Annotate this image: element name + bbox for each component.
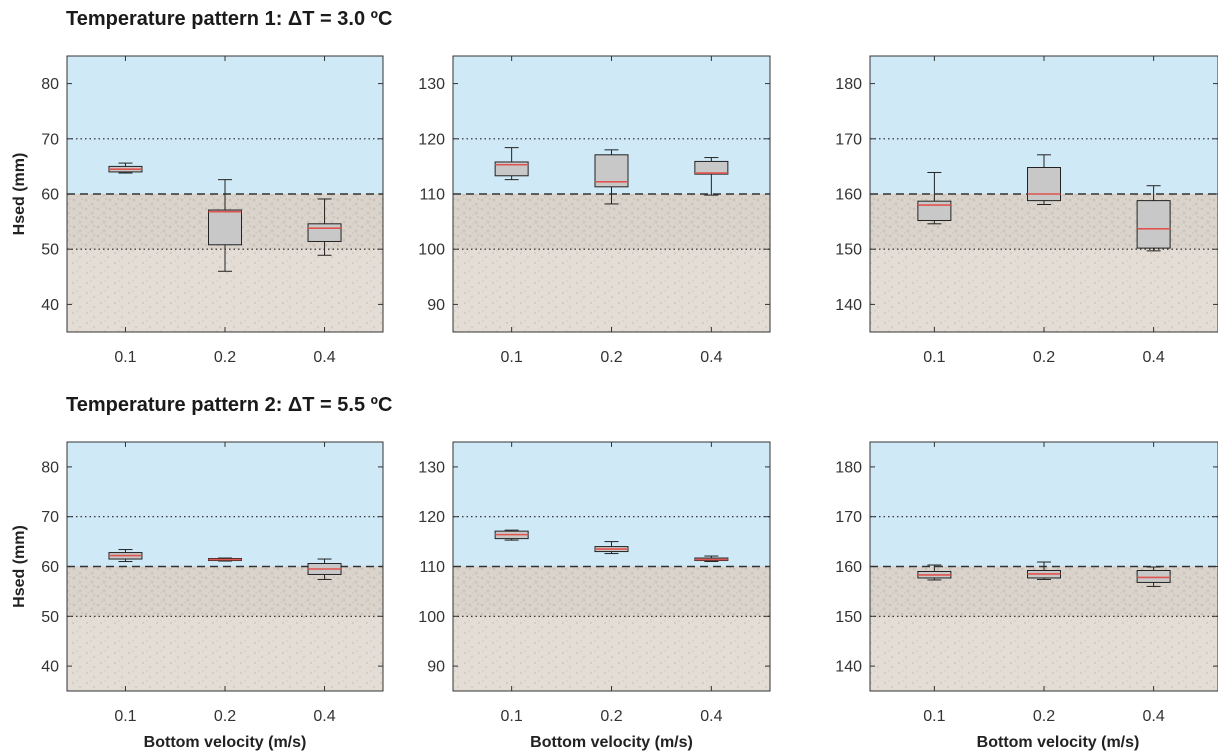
- x-axis-label: Bottom velocity (m/s): [144, 734, 307, 751]
- box-0.1: [917, 564, 952, 581]
- x-tick-label: 0.2: [1033, 708, 1055, 725]
- y-tick-label: 60: [41, 559, 59, 576]
- box-0.1: [917, 171, 952, 225]
- x-tick-label: 0.4: [1142, 708, 1164, 725]
- x-axis-label: Bottom velocity (m/s): [530, 734, 693, 751]
- water-zone: [870, 442, 1218, 567]
- y-tick-label: 110: [419, 559, 445, 576]
- box-0.1: [494, 147, 529, 181]
- x-tick-label: 0.4: [313, 349, 335, 366]
- y-tick-label: 130: [418, 76, 445, 93]
- y-tick-label: 150: [835, 242, 862, 259]
- box-0.4: [307, 558, 342, 580]
- y-tick-label: 150: [835, 609, 862, 626]
- panel-r1-c2: 90 100 110 120 130 0.1 0.2 0.4: [418, 55, 771, 366]
- y-tick-label: 170: [835, 131, 862, 148]
- box-iqr: [1136, 569, 1171, 583]
- x-tick-label: 0.4: [700, 349, 722, 366]
- y-tick-label: 140: [835, 297, 862, 314]
- box-0.4: [694, 157, 729, 196]
- y-tick-label: 40: [41, 297, 59, 314]
- box-iqr: [307, 223, 342, 242]
- row-title-pattern-2: Temperature pattern 2: ΔT = 5.5 ºC: [66, 394, 393, 416]
- box-0.2: [1027, 154, 1061, 205]
- y-tick-label: 160: [835, 559, 862, 576]
- y-tick-label: 90: [427, 297, 445, 314]
- transition-zone: [453, 566, 770, 617]
- box-0.2: [208, 557, 242, 562]
- box-iqr: [694, 160, 729, 175]
- x-tick-label: 0.2: [214, 349, 236, 366]
- y-tick-label: 120: [418, 131, 445, 148]
- y-tick-label: 180: [835, 76, 862, 93]
- panel-r2-c1: 40 50 60 70 80 0.1 0.2 0.4 Hsed (mm) Bottom veloc…: [11, 441, 384, 751]
- x-axis-label: Bottom velocity (m/s): [977, 734, 1140, 751]
- y-tick-label: 100: [418, 609, 445, 626]
- y-tick-label: 110: [419, 187, 445, 204]
- x-tick-label: 0.2: [214, 708, 236, 725]
- water-zone: [67, 56, 383, 194]
- y-tick-label: 90: [427, 659, 445, 676]
- box-iqr: [917, 200, 952, 221]
- y-tick-label: 160: [835, 187, 862, 204]
- box-0.4: [1136, 185, 1171, 252]
- x-tick-label: 0.1: [923, 708, 945, 725]
- x-tick-label: 0.1: [114, 708, 136, 725]
- panel-r2-c2: 90 100 110 120 130 0.1 0.2 0.4 Bottom velocity (…: [418, 441, 771, 751]
- y-tick-label: 100: [418, 242, 445, 259]
- x-tick-label: 0.4: [1142, 349, 1164, 366]
- x-tick-label: 0.4: [700, 708, 722, 725]
- box-0.4: [694, 555, 729, 563]
- y-tick-label: 40: [41, 659, 59, 676]
- y-tick-label: 140: [835, 659, 862, 676]
- box-iqr: [208, 209, 242, 246]
- box-0.1: [108, 162, 143, 174]
- y-tick-label: 180: [835, 459, 862, 476]
- y-tick-label: 50: [41, 242, 59, 259]
- panel-background: [67, 442, 383, 691]
- box-0.4: [1136, 566, 1171, 587]
- box-0.2: [1027, 561, 1061, 580]
- water-zone: [67, 442, 383, 567]
- x-tick-label: 0.2: [600, 349, 622, 366]
- box-iqr: [1136, 200, 1171, 249]
- y-tick-label: 70: [41, 509, 59, 526]
- box-0.1: [494, 529, 529, 541]
- box-0.2: [594, 149, 629, 205]
- y-axis-label: Hsed (mm): [11, 525, 28, 608]
- row-title-pattern-1: Temperature pattern 1: ΔT = 3.0 ºC: [66, 8, 393, 30]
- y-tick-label: 50: [41, 609, 59, 626]
- y-tick-label: 70: [41, 131, 59, 148]
- box-iqr: [1027, 167, 1061, 202]
- panel-r1-c1: 40 50 60 70 80 0.1 0.2 0.4 Hsed (mm): [11, 55, 384, 366]
- x-tick-label: 0.1: [114, 349, 136, 366]
- x-tick-label: 0.2: [1033, 349, 1055, 366]
- x-tick-label: 0.1: [501, 708, 523, 725]
- x-tick-label: 0.4: [313, 708, 335, 725]
- x-tick-label: 0.1: [923, 349, 945, 366]
- y-tick-label: 170: [835, 509, 862, 526]
- y-tick-label: 80: [41, 76, 59, 93]
- box-0.1: [108, 549, 143, 563]
- box-0.2: [594, 541, 629, 555]
- x-tick-label: 0.2: [600, 708, 622, 725]
- y-tick-label: 80: [41, 459, 59, 476]
- y-axis-label: Hsed (mm): [11, 153, 28, 236]
- x-tick-label: 0.1: [501, 349, 523, 366]
- box-0.4: [307, 198, 342, 256]
- y-tick-label: 130: [418, 459, 445, 476]
- panel-r1-c3: 140 150 160 170 180 0.1 0.2 0.4: [835, 55, 1218, 366]
- y-tick-label: 120: [418, 509, 445, 526]
- y-tick-label: 60: [41, 187, 59, 204]
- box-0.2: [208, 179, 242, 272]
